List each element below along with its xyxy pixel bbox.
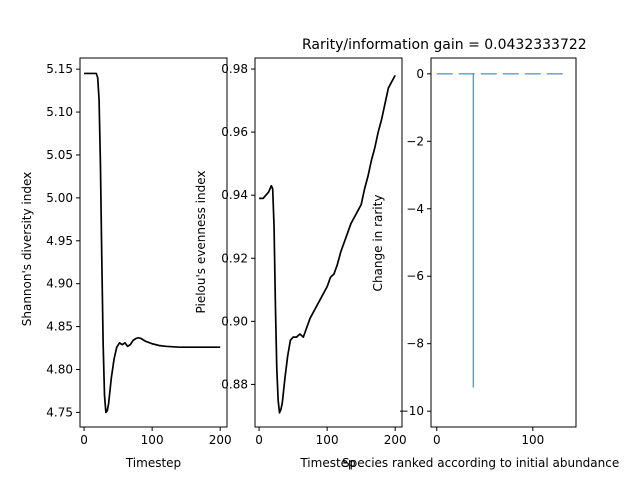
ytick-label: 4.85: [46, 320, 73, 334]
series-line: [259, 74, 396, 414]
panel-shannon-ylabel: Shannon's diversity index: [20, 172, 34, 327]
xtick-label: 200: [209, 433, 232, 447]
ytick-label: 5.15: [46, 62, 73, 76]
ytick-label: −2: [406, 134, 424, 148]
xtick-label: 0: [433, 433, 441, 447]
panel-rarity: Rarity/information gain = 0.0432333722 0…: [302, 37, 619, 470]
ytick-label: 0.92: [221, 251, 248, 265]
ytick-label: 0.94: [221, 188, 248, 202]
panel-rarity-plot: 0 100 0 −2 −4 −6 −8 −10: [399, 57, 577, 447]
ytick-label: −6: [406, 269, 424, 283]
ytick-label: 0.98: [221, 62, 248, 76]
panel-shannon-plot: 0 100 200 4.75 4.80 4.85 4.90 4.95 5.00 5.05 5.10 5…: [46, 57, 232, 447]
panel-pielou-plot: 0 100 200 0.88 0.90 0.92 0.94 0.96 0.98: [221, 57, 407, 447]
ytick-label: 5.05: [46, 148, 73, 162]
ytick-label: −8: [406, 337, 424, 351]
xtick-label: 100: [141, 433, 164, 447]
panel-shannon: 0 100 200 4.75 4.80 4.85 4.90 4.95 5.00 5.05 5.10 5…: [20, 57, 232, 470]
panel-pielou-xlabel: Timestep: [299, 456, 355, 470]
axes-frame: [254, 57, 403, 428]
xtick-label: 0: [255, 433, 263, 447]
xtick-label: 200: [384, 433, 407, 447]
ytick-label: 0.90: [221, 314, 248, 328]
panel-shannon-xlabel: Timestep: [125, 456, 181, 470]
ytick-label: 5.10: [46, 105, 73, 119]
ytick-label: −4: [406, 202, 424, 216]
series-line: [84, 72, 221, 414]
xtick-label: 0: [80, 433, 88, 447]
ytick-label: 4.95: [46, 234, 73, 248]
xtick-label: 100: [521, 433, 544, 447]
panel-rarity-xlabel: Species ranked according to initial abun…: [342, 456, 619, 470]
xtick-label: 100: [316, 433, 339, 447]
axes-frame: [79, 57, 228, 428]
ytick-label: 4.75: [46, 405, 73, 419]
ytick-label: −10: [399, 404, 424, 418]
panel-pielou: 0 100 200 0.88 0.90 0.92 0.94 0.96 0.98 Timestep…: [194, 57, 407, 470]
ytick-label: 0.88: [221, 377, 248, 391]
ytick-label: 0: [416, 67, 424, 81]
ytick-label: 5.00: [46, 191, 73, 205]
panel-pielou-ylabel: Pielou's evenness index: [194, 171, 208, 314]
panel-rarity-ylabel: Change in rarity: [371, 195, 385, 292]
ytick-label: 0.96: [221, 125, 248, 139]
panel-rarity-title: Rarity/information gain = 0.0432333722: [302, 37, 587, 53]
axes-frame: [430, 57, 577, 428]
ytick-label: 4.80: [46, 363, 73, 377]
ytick-label: 4.90: [46, 277, 73, 291]
